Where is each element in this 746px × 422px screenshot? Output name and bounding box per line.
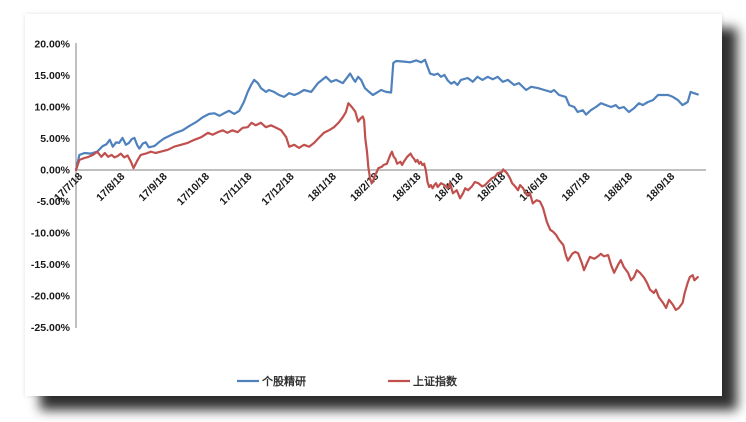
x-tick-label: 17/8/18 [94,171,127,204]
y-tick-label: -10.00% [31,228,71,240]
y-tick-label: -15.00% [31,259,71,271]
x-tick-label: 18/2/18 [348,171,381,204]
x-tick-label: 18/5/18 [475,171,508,204]
x-tick-label: 18/3/18 [390,171,423,204]
x-tick-label: 18/1/18 [306,171,339,204]
y-tick-label: -5.00% [37,196,71,208]
x-tick-label: 18/7/18 [559,171,592,204]
legend-item-1: 上证指数 [388,374,458,388]
legend-item-0: 个股精研 [237,374,306,388]
chart-legend: 个股精研 上证指数 [237,374,458,388]
y-tick-label: 5.00% [40,133,70,145]
y-axis-labels: 20.00% 15.00% 10.00% 5.00% 0.00% -5.00% -10.00… [31,39,71,335]
y-tick-label: -20.00% [31,291,71,303]
performance-line-chart: 20.00% 15.00% 10.00% 5.00% 0.00% -5.00% -10.00… [31,39,706,388]
x-tick-label: 18/9/18 [644,171,677,204]
y-tick-label: 15.00% [34,70,70,82]
x-tick-label: 17/9/18 [136,171,169,204]
y-tick-label: -25.00% [31,322,71,334]
series-line-0 [74,58,699,172]
series-line-1 [74,102,699,311]
y-tick-label: 20.00% [34,39,70,51]
x-axis-labels: 17/7/18 17/8/18 17/9/18 17/10/18 17/11/18 17/… [52,171,678,208]
legend-label: 上证指数 [413,374,458,388]
legend-label: 个股精研 [261,374,306,388]
chart-panel: 20.00% 15.00% 10.00% 5.00% 0.00% -5.00% -10.00… [25,14,722,396]
series-lines [74,58,699,311]
y-tick-label: 0.00% [40,165,70,177]
y-tick-label: 10.00% [34,102,70,114]
x-tick-label: 18/8/18 [602,171,635,204]
x-tick-label: 17/11/18 [217,171,254,208]
x-tick-label: 17/12/18 [259,171,296,208]
x-tick-label: 17/10/18 [175,171,212,208]
axes [75,43,706,328]
